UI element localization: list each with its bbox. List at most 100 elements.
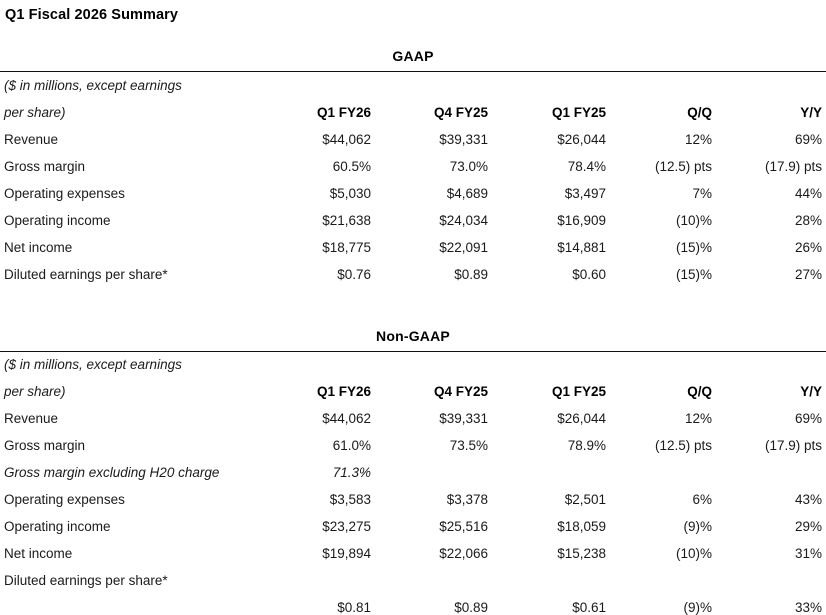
cell-q1-fy26: $23,275 (322, 519, 371, 534)
cell-yy: 69% (794, 131, 822, 147)
cell-q4-fy25: 73.5% (449, 438, 488, 453)
cell-yy: 43% (794, 492, 822, 507)
cell-q1-fy25: $14,881 (557, 239, 606, 255)
table-row-net-income: Net income $18,775 $22,091 $14,881 (15)%… (0, 234, 826, 261)
table-row-diluted-eps-values: $0.81 $0.89 $0.61 (9)% 33% (0, 594, 826, 615)
cell-q1-fy26 (262, 567, 375, 594)
cell-q4-fy25: $22,066 (439, 546, 488, 561)
cell-q1-fy26: $0.76 (337, 266, 371, 282)
cell-yy: 28% (794, 212, 822, 228)
non-gaap-header-row: per share) Q1 FY26 Q4 FY25 Q1 FY25 Q/Q Y… (0, 378, 826, 405)
cell-yy: 33% (794, 600, 822, 615)
cell-yy: (17.9) pts (764, 158, 822, 174)
gaap-header-row: per share) Q1 FY26 Q4 FY25 Q1 FY25 Q/Q Y… (0, 99, 826, 126)
cell-qq: (15)% (675, 266, 712, 282)
row-label: Operating expenses (4, 492, 125, 507)
column-header-q1-fy26: Q1 FY26 (316, 384, 371, 399)
cell-q1-fy26: $21,638 (322, 212, 371, 228)
table-row-gross-margin: Gross margin 61.0% 73.5% 78.9% (12.5) pt… (0, 432, 826, 459)
column-header-qq: Q/Q (687, 384, 712, 399)
cell-q4-fy25 (375, 567, 492, 594)
cell-yy: 44% (794, 185, 822, 201)
cell-qq: (12.5) pts (654, 438, 712, 453)
row-label: Operating income (4, 212, 111, 228)
cell-q4-fy25: 73.0% (449, 158, 488, 174)
cell-q1-fy25: 78.9% (567, 438, 606, 453)
cell-q4-fy25: $0.89 (454, 600, 488, 615)
cell-q4-fy25: $0.89 (454, 266, 488, 282)
cell-q1-fy25: $0.60 (572, 266, 606, 282)
table-row-operating-income: Operating income $23,275 $25,516 $18,059… (0, 513, 826, 540)
cell-qq: (10)% (675, 546, 712, 561)
cell-q1-fy26: $44,062 (322, 131, 371, 147)
row-label: Revenue (4, 131, 59, 147)
column-header-qq: Q/Q (687, 104, 712, 120)
cell-qq: (9)% (683, 519, 712, 534)
cell-qq: 12% (684, 131, 712, 147)
units-note-line-2: per share) (4, 104, 66, 120)
row-label: Gross margin (4, 158, 86, 174)
cell-q1-fy26: $19,894 (322, 546, 371, 561)
cell-q1-fy26: $5,030 (329, 185, 371, 201)
cell-q1-fy26: $44,062 (322, 411, 371, 426)
table-row-diluted-eps: Diluted earnings per share* $0.76 $0.89 … (0, 261, 826, 288)
gaap-units-row-1: ($ in millions, except earnings (0, 72, 826, 99)
cell-qq: 6% (692, 492, 712, 507)
table-row-operating-expenses: Operating expenses $5,030 $4,689 $3,497 … (0, 180, 826, 207)
cell-q4-fy25: $22,091 (439, 239, 488, 255)
units-note-line-2: per share) (4, 384, 66, 399)
cell-yy: 69% (794, 411, 822, 426)
row-label: Gross margin excluding H20 charge (4, 465, 220, 480)
table-row-revenue: Revenue $44,062 $39,331 $26,044 12% 69% (0, 126, 826, 153)
row-label: Revenue (4, 411, 59, 426)
cell-yy: (17.9) pts (764, 438, 822, 453)
row-label: Operating income (4, 519, 111, 534)
cell-q1-fy25: $15,238 (557, 546, 606, 561)
column-header-q1-fy26: Q1 FY26 (316, 104, 371, 120)
row-label: Net income (4, 546, 73, 561)
row-label: Diluted earnings per share* (4, 573, 168, 588)
row-label: Gross margin (4, 438, 86, 453)
cell-qq (610, 567, 716, 594)
page-title: Q1 Fiscal 2026 Summary (5, 7, 179, 23)
cell-q1-fy26: 71.3% (332, 465, 371, 480)
units-note-line-1: ($ in millions, except earnings (4, 77, 182, 93)
cell-qq: (10)% (675, 212, 712, 228)
cell-yy (716, 567, 826, 594)
cell-q4-fy25: $25,516 (439, 519, 488, 534)
column-header-q4-fy25: Q4 FY25 (433, 384, 488, 399)
table-row-diluted-eps-label: Diluted earnings per share* (0, 567, 826, 594)
column-header-q1-fy25: Q1 FY25 (551, 384, 606, 399)
cell-q1-fy25: $18,059 (557, 519, 606, 534)
cell-q1-fy25: $26,044 (557, 411, 606, 426)
cell-q1-fy25: $26,044 (557, 131, 606, 147)
units-note-line-1: ($ in millions, except earnings (4, 357, 182, 373)
column-header-q1-fy25: Q1 FY25 (551, 104, 606, 120)
cell-yy: 31% (794, 546, 822, 561)
cell-q4-fy25: $39,331 (439, 411, 488, 426)
cell-yy (716, 459, 826, 486)
cell-yy: 26% (794, 239, 822, 255)
table-row-net-income: Net income $19,894 $22,066 $15,238 (10)%… (0, 540, 826, 567)
non-gaap-units-row-1: ($ in millions, except earnings (0, 351, 826, 378)
gaap-section-title: GAAP (392, 48, 434, 64)
cell-q1-fy26: 61.0% (332, 438, 371, 453)
cell-q1-fy25: $0.61 (572, 600, 606, 615)
cell-qq (610, 459, 716, 486)
cell-q4-fy25: $24,034 (439, 212, 488, 228)
cell-yy: 29% (794, 519, 822, 534)
table-row-gross-margin: Gross margin 60.5% 73.0% 78.4% (12.5) pt… (0, 153, 826, 180)
column-header-yy: Y/Y (800, 104, 822, 120)
row-label (0, 594, 262, 615)
cell-qq: 12% (684, 411, 712, 426)
cell-q1-fy26: $3,583 (329, 492, 371, 507)
non-gaap-section-title: Non-GAAP (376, 327, 450, 344)
cell-q1-fy25: $16,909 (557, 212, 606, 228)
row-label: Diluted earnings per share* (4, 266, 168, 282)
cell-yy: 27% (794, 266, 822, 282)
cell-qq: 7% (692, 185, 712, 201)
cell-q1-fy26: $18,775 (322, 239, 371, 255)
cell-q4-fy25: $4,689 (446, 185, 488, 201)
cell-qq: (15)% (675, 239, 712, 255)
